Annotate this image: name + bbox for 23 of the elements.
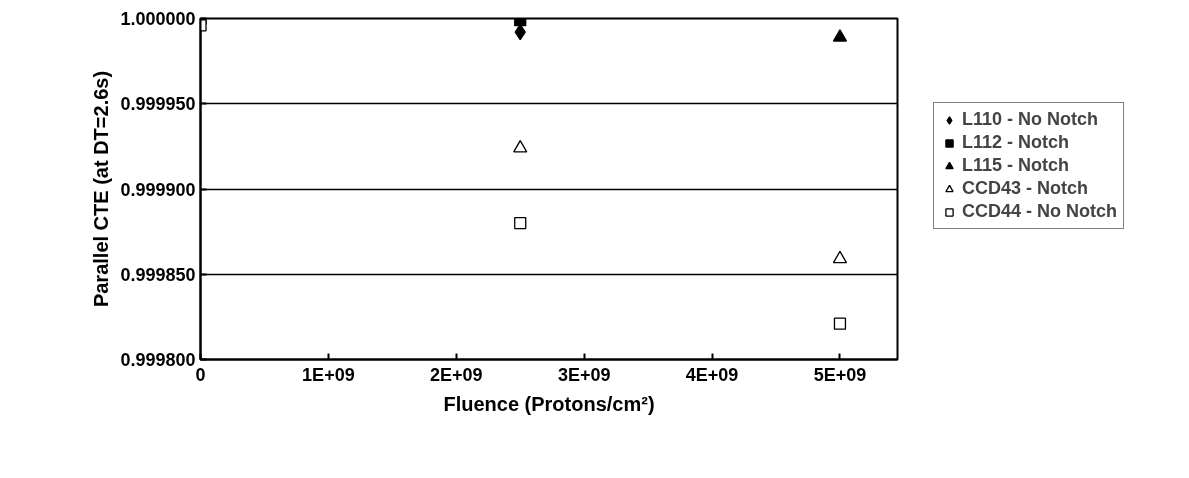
legend-label: L112 - Notch [962,132,1070,153]
x-axis-title: Fluence (Protons/cm²) [443,392,655,415]
legend-label: CCD44 - No Notch [962,201,1118,222]
y-tick-label: 0.999900 [120,179,196,200]
y-tick-label: 0.999800 [120,350,196,370]
y-tick-label: 0.999850 [120,264,196,285]
y-tick-label: 1.000000 [120,9,196,29]
x-tick-label: 3E+09 [557,364,611,385]
y-axis-title: Parallel CTE (at DT=2.6s) [90,70,113,308]
x-tick-label: 4E+09 [685,364,739,385]
legend-label: CCD43 - Notch [962,178,1089,199]
point [513,139,528,153]
point [832,250,848,264]
x-tick-label: 2E+09 [430,364,483,385]
point [514,216,527,230]
y-tick-label: 0.999950 [120,94,196,115]
x-tick-label: 5E+09 [813,364,867,385]
legend-label: L115 - Notch [962,155,1070,176]
legend-label: L110 - No Notch [962,109,1099,130]
x-tick-label: 1E+09 [302,364,355,385]
point [833,317,847,330]
x-tick-label: 0 [195,364,206,385]
point [832,29,848,42]
